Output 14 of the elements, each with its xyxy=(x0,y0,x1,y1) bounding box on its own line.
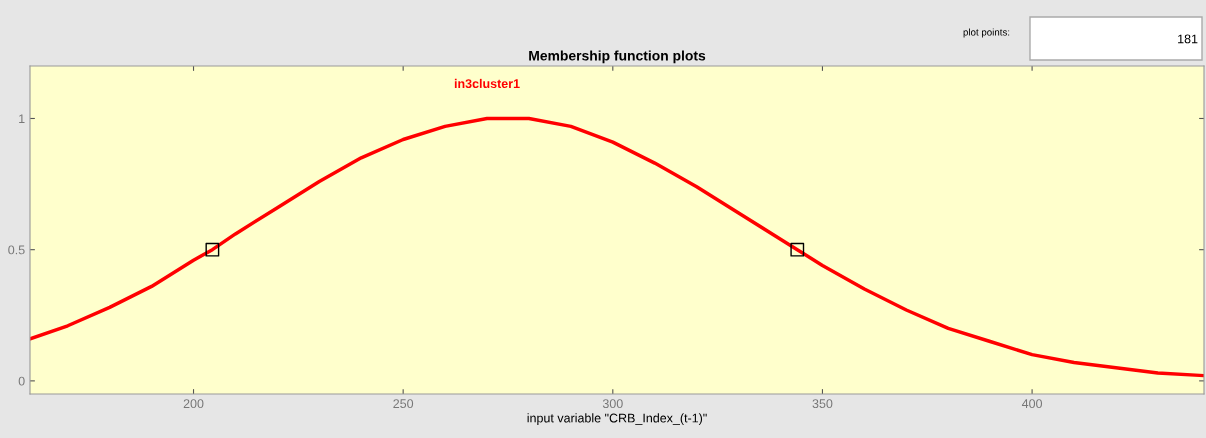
x-tick-label: 250 xyxy=(393,399,414,409)
y-tick-label: 1 xyxy=(19,114,25,124)
y-tick-label: 0 xyxy=(18,376,25,386)
text: in3cluster1 xyxy=(454,78,520,89)
y-tick-label: 0.5 xyxy=(8,245,25,255)
text: plot points: xyxy=(963,28,1010,38)
text: 181 xyxy=(1178,34,1198,44)
x-axis-title: input variable "CRB_Index_(t-1)" xyxy=(527,413,707,425)
line-series xyxy=(30,116,1204,378)
x-tick-label: 400 xyxy=(1021,399,1043,409)
x-tick-label: 350 xyxy=(812,399,833,409)
x-tick-label: 300 xyxy=(602,399,623,409)
chart-title: Membership function plots xyxy=(529,50,706,64)
x-tick-label: 200 xyxy=(183,399,204,409)
